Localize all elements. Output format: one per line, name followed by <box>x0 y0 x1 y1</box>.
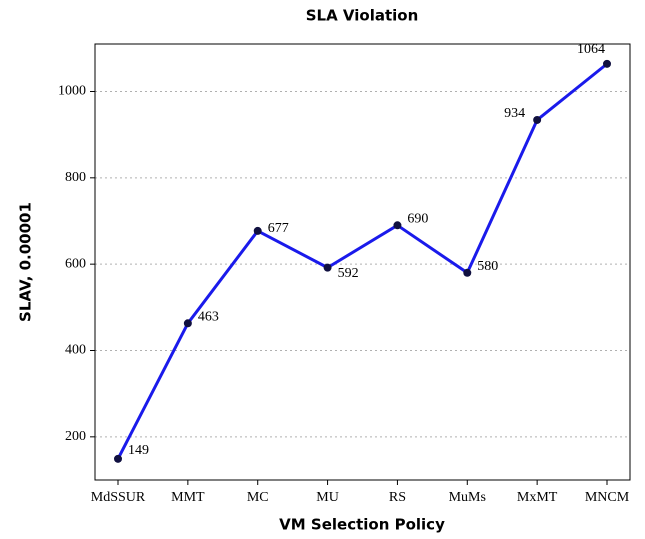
point <box>463 268 472 277</box>
data-label: 934 <box>504 106 525 121</box>
x-tick-label: MdSSUR <box>91 490 146 505</box>
point <box>323 263 332 272</box>
plot-frame <box>94 43 631 481</box>
y-tick-label: 200 <box>65 429 86 444</box>
x-axis-label: VM Selection Policy <box>279 516 445 534</box>
data-label: 1064 <box>577 42 605 57</box>
x-tick-label: MC <box>247 490 269 505</box>
x-tick-label: MxMT <box>517 490 558 505</box>
point <box>393 221 402 230</box>
chart-title: SLA Violation <box>306 7 419 25</box>
point <box>114 454 122 463</box>
point <box>603 59 611 68</box>
y-axis-label: SLAV, 0.00001 <box>17 202 35 322</box>
x-tick-label: MMT <box>171 490 205 505</box>
y-tick-label: 1000 <box>58 84 86 99</box>
data-label: 592 <box>338 266 359 281</box>
y-tick-label: 400 <box>65 343 86 358</box>
data-label: 149 <box>128 443 149 458</box>
y-tick-label: 800 <box>65 170 86 185</box>
data-label: 580 <box>477 259 498 274</box>
x-tick-label: RS <box>389 490 406 505</box>
x-tick-label: MNCM <box>585 490 630 505</box>
x-tick-label: MU <box>316 490 339 505</box>
x-tick-label: MuMs <box>449 490 486 505</box>
data-label: 690 <box>407 212 428 227</box>
point <box>533 115 542 124</box>
line <box>116 62 608 460</box>
data-label: 463 <box>198 310 219 325</box>
y-tick-label: 600 <box>65 256 86 271</box>
point <box>253 226 262 235</box>
data-label: 677 <box>268 221 289 236</box>
point <box>183 319 192 328</box>
